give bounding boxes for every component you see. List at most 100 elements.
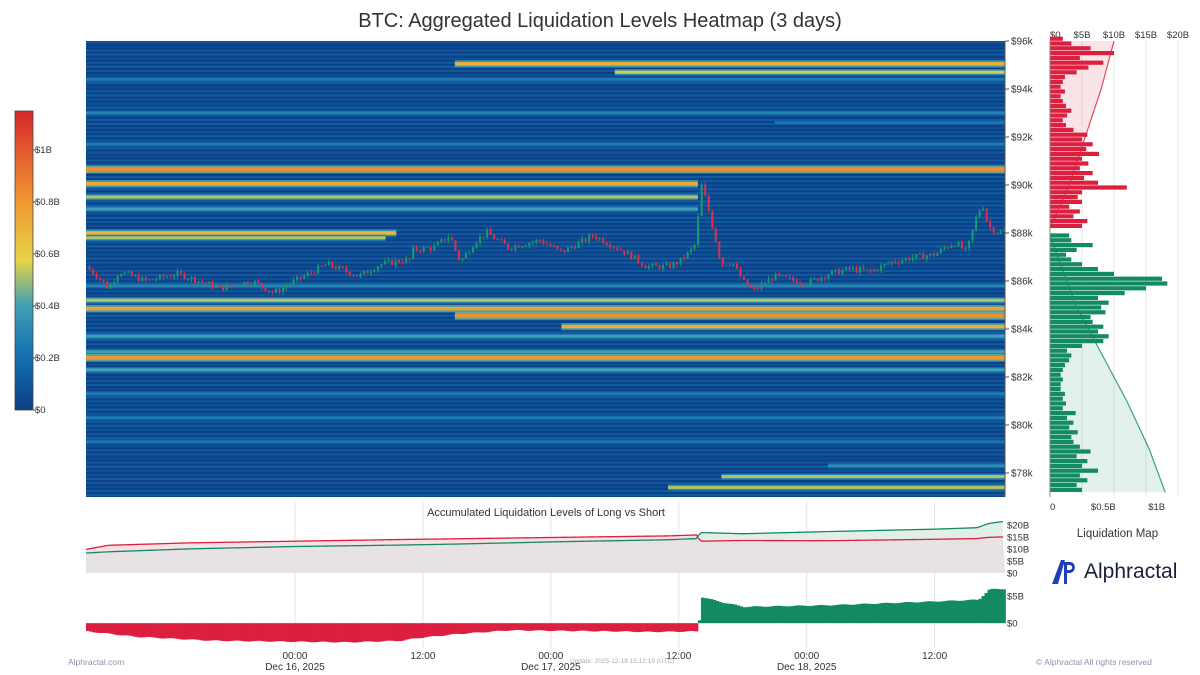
heatmap-texture-row [86, 86, 1005, 89]
price-candle [303, 275, 306, 279]
price-candle [260, 283, 263, 288]
diff-short-bar [300, 623, 305, 642]
liq-map-long-bar [1050, 271, 1114, 276]
diff-long-bar [718, 602, 723, 624]
liq-map-short-bar [1050, 195, 1078, 200]
heatmap-band-core [614, 70, 1005, 74]
diff-long-bar [817, 604, 821, 624]
heatmap-texture-row [86, 445, 1005, 448]
accumulated-y-tick-label: $0 [1007, 569, 1018, 580]
heatmap-texture-row [86, 122, 1005, 126]
price-candle [760, 283, 763, 289]
heatmap-texture-row [86, 135, 1005, 138]
price-candle [848, 267, 851, 269]
heatmap-texture-row [86, 322, 1005, 325]
diff-short-bar [88, 623, 93, 632]
price-candle [686, 252, 689, 259]
price-candle [148, 279, 151, 281]
price-candle [566, 247, 569, 252]
diff-long-bar [730, 603, 735, 624]
diff-short-bar [509, 623, 514, 631]
price-candle [953, 245, 956, 247]
diff-short-bar [259, 623, 263, 641]
price-candle [588, 235, 591, 242]
price-candle [479, 236, 482, 243]
diff-short-bar [342, 623, 347, 642]
diff-long-bar [891, 603, 896, 624]
diff-short-bar [357, 623, 362, 643]
heatmap-texture-row [86, 216, 1005, 219]
diff-short-bar [665, 623, 669, 632]
diff-short-bar [378, 623, 382, 642]
price-candle [183, 273, 186, 280]
diff-short-bar [169, 623, 173, 639]
liq-map-short-bar [1050, 190, 1082, 195]
diff-short-bar [333, 623, 338, 643]
diff-long-bar [957, 600, 962, 624]
price-candle [915, 253, 918, 258]
price-candle [714, 228, 717, 243]
price-candle [405, 258, 408, 263]
heatmap-texture-row [86, 131, 1005, 134]
heatmap-texture-row [86, 69, 1005, 72]
price-candle [753, 287, 756, 289]
liq-map-short-bar [1050, 219, 1088, 224]
diff-long-bar [906, 601, 911, 624]
price-candle [827, 274, 830, 279]
price-candle [92, 269, 95, 274]
diff-short-bar [321, 623, 326, 642]
diff-long-bar [865, 603, 869, 624]
diff-long-bar [960, 600, 965, 624]
liq-map-short-bar [1050, 166, 1080, 171]
liq-map-long-bar [1050, 286, 1146, 291]
diff-short-bar [632, 623, 636, 632]
price-candle [992, 227, 995, 233]
diff-short-bar [683, 623, 687, 632]
heatmap-y-tick-label: $88k [1011, 229, 1034, 240]
heatmap-texture-row [86, 290, 1005, 293]
liq-map-long-bar [1050, 454, 1077, 459]
price-candle [412, 246, 415, 259]
diff-long-bar [790, 606, 794, 624]
diff-short-bar [629, 623, 633, 632]
price-candle [880, 265, 883, 271]
diff-long-bar [1002, 589, 1006, 624]
price-candle [524, 245, 527, 247]
diff-short-bar [474, 623, 478, 633]
heatmap-band-core [86, 236, 386, 240]
diff-short-bar [411, 623, 415, 639]
diff-long-bar [721, 602, 726, 624]
diff-long-bar [739, 606, 744, 624]
price-candle [204, 282, 207, 284]
price-candle [243, 282, 246, 286]
price-candle [612, 247, 615, 249]
heatmap-texture-row [86, 118, 1005, 121]
diff-long-bar [736, 605, 741, 624]
diff-long-bar [942, 601, 947, 624]
price-candle [464, 253, 467, 259]
price-candle [352, 275, 355, 277]
diff-short-bar [506, 623, 511, 631]
price-candle [187, 279, 190, 281]
diff-short-bar [196, 623, 200, 640]
diff-long-bar [757, 606, 762, 624]
diff-short-bar [160, 623, 165, 639]
diff-short-bar [268, 623, 272, 642]
diff-short-bar [172, 623, 176, 639]
liq-map-bottom-tick-label: $0.5B [1091, 502, 1116, 513]
diff-short-bar [560, 623, 565, 631]
price-candle [211, 281, 214, 288]
price-candle [946, 247, 949, 249]
price-candle [545, 243, 548, 245]
diff-long-bar [748, 606, 753, 624]
diff-short-bar [402, 623, 406, 641]
price-candle [380, 264, 383, 267]
price-candle [257, 280, 260, 284]
price-candle [820, 277, 823, 281]
heatmap-y-tick-label: $78k [1011, 469, 1034, 480]
diff-short-bar [611, 623, 615, 632]
price-candle [341, 266, 344, 269]
price-candle [179, 270, 182, 274]
